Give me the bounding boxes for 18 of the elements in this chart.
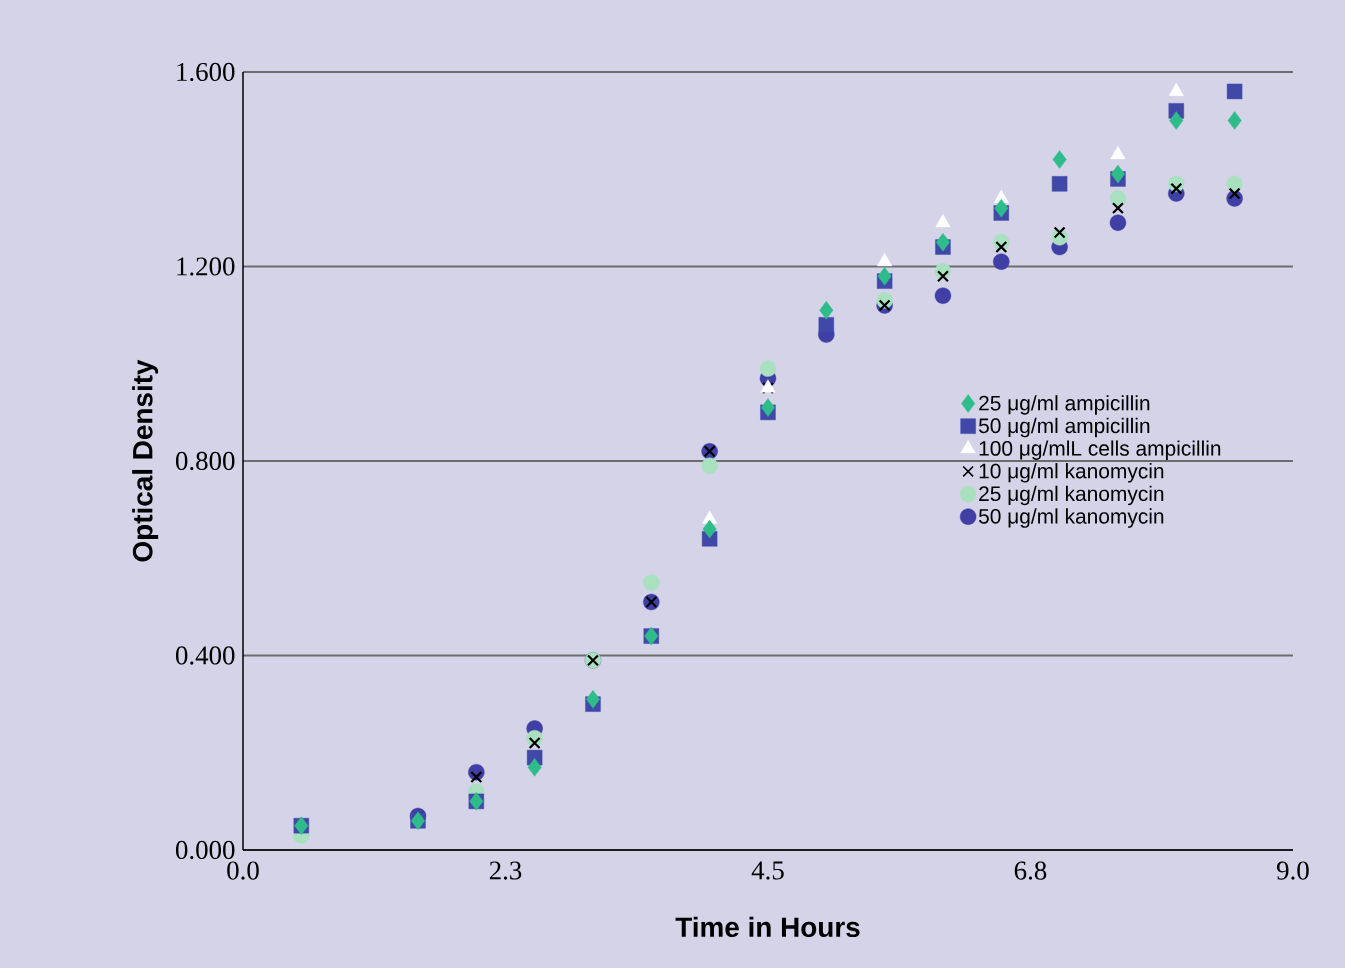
x-tick-label: 9.0 [1276, 861, 1309, 880]
legend-label: 50 μg/ml ampicillin [978, 417, 1150, 438]
legend-label: 25 μg/ml ampicillin [979, 395, 1150, 415]
x-tick-label: 4.5 [751, 861, 784, 880]
y-tick-label: 1.200 [177, 257, 235, 276]
x-axis-title: Time in Hours [675, 916, 860, 938]
y-tick-label: 1.600 [177, 62, 235, 82]
x-tick-label: 6.8 [1014, 861, 1047, 880]
legend-label: 10 μg/ml kanomycin [979, 463, 1164, 483]
y-tick-label: 0.800 [175, 451, 235, 471]
y-axis-title: Optical Density [132, 359, 159, 562]
legend-label: 100 μg/mlL cells ampicillin [979, 440, 1221, 460]
x-tick-label: 2.3 [489, 861, 522, 880]
y-tick-label: 0.000 [175, 840, 235, 860]
legend-label: 50 μg/ml kanomycin [978, 508, 1164, 528]
legend-label: 25 μg/ml kanomycin [979, 485, 1164, 506]
x-tick-label: 0.0 [227, 861, 259, 880]
y-tick-label: 0.400 [175, 646, 235, 665]
